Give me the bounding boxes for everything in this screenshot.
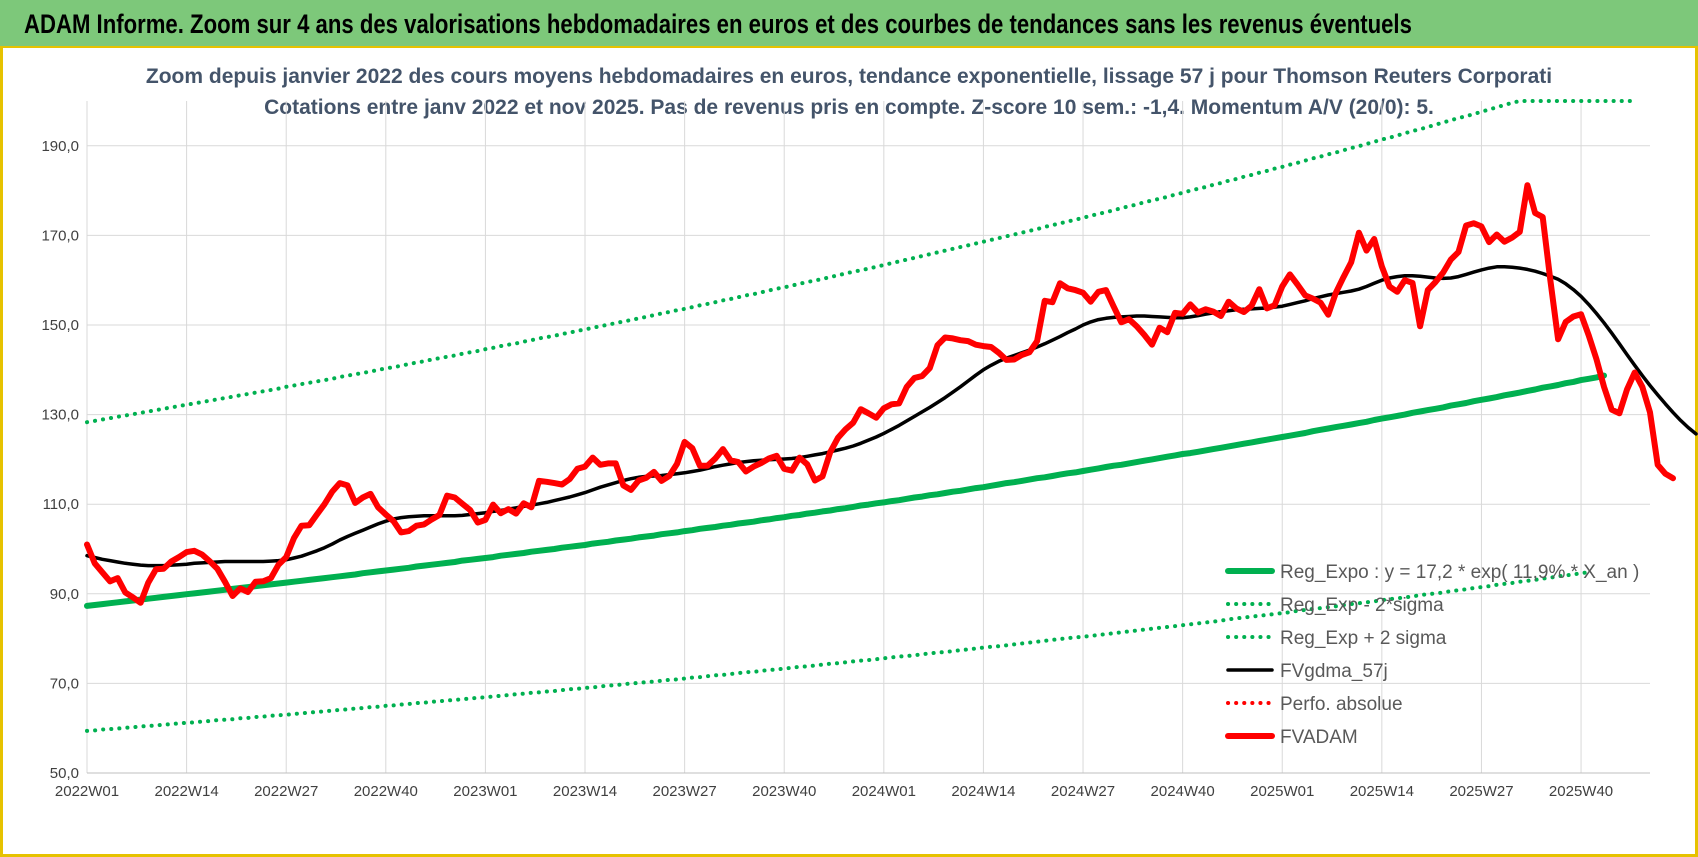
y-tick-label: 110,0 xyxy=(43,496,79,513)
y-tick-label: 170,0 xyxy=(41,227,79,244)
legend-label: FVgdma_57j xyxy=(1280,661,1388,682)
x-tick-label: 2023W01 xyxy=(453,783,517,800)
x-tick-label: 2024W14 xyxy=(951,783,1015,800)
gridlines xyxy=(86,101,1650,774)
legend-label: FVADAM xyxy=(1280,727,1358,748)
y-tick-label: 70,0 xyxy=(50,675,79,692)
x-tick-label: 2025W40 xyxy=(1549,783,1613,800)
legend-label: Reg_Exp - 2*sigma xyxy=(1280,595,1444,616)
chart-frame xyxy=(0,48,1698,857)
x-tick-label: 2022W27 xyxy=(254,783,318,800)
banner: ADAM Informe. Zoom sur 4 ans des valoris… xyxy=(0,0,1698,48)
series-line-fvgdma-57j xyxy=(85,265,1698,568)
y-tick-label: 90,0 xyxy=(50,586,79,603)
plot-series xyxy=(84,99,1698,733)
x-tick-label: 2022W40 xyxy=(354,783,418,800)
x-tick-label: 2024W01 xyxy=(852,783,916,800)
y-tick-label: 190,0 xyxy=(41,138,79,155)
banner-title: ADAM Informe. Zoom sur 4 ans des valoris… xyxy=(24,9,1412,39)
legend-label: Reg_Exp + 2 sigma xyxy=(1280,628,1447,649)
x-tick-label: 2023W14 xyxy=(553,783,617,800)
x-tick-label: 2023W27 xyxy=(653,783,717,800)
x-tick-label: 2024W40 xyxy=(1151,783,1215,800)
axes: 50,0 70,0 90,0 110,0 130,0 150,0 170,0 190,0 202… xyxy=(41,138,1650,800)
legend-label: Perfo. absolue xyxy=(1280,694,1403,715)
series-line-reg-exp-2-sigma xyxy=(85,570,1591,733)
x-tick-label: 2022W01 xyxy=(55,783,119,800)
chart-subtitle: Cotations entre janv 2022 et nov 2025. P… xyxy=(264,96,1434,119)
y-tick-label: 150,0 xyxy=(41,317,79,334)
legend-label: Reg_Expo : y = 17,2 * exp( 11,9% * X_an … xyxy=(1280,562,1639,583)
legend: Reg_Expo : y = 17,2 * exp( 11,9% * X_an … xyxy=(1225,562,1639,748)
x-tick-label: 2024W27 xyxy=(1051,783,1115,800)
chart-title: Zoom depuis janvier 2022 des cours moyen… xyxy=(146,65,1552,88)
x-tick-label: 2025W27 xyxy=(1449,783,1513,800)
x-tick-label: 2025W01 xyxy=(1250,783,1314,800)
x-tick-label: 2025W14 xyxy=(1350,783,1414,800)
y-tick-label: 50,0 xyxy=(50,765,79,782)
chart: Zoom depuis janvier 2022 des cours moyen… xyxy=(41,65,1698,800)
series-line-reg-expo-y-17-2-exp-11-9-x-an xyxy=(84,372,1607,609)
series-line-reg-exp-2-sigma xyxy=(85,99,1637,425)
y-tick-label: 130,0 xyxy=(41,407,79,424)
x-tick-label: 2022W14 xyxy=(154,783,218,800)
series-line-fvadam xyxy=(84,182,1676,606)
x-tick-label: 2023W40 xyxy=(752,783,816,800)
